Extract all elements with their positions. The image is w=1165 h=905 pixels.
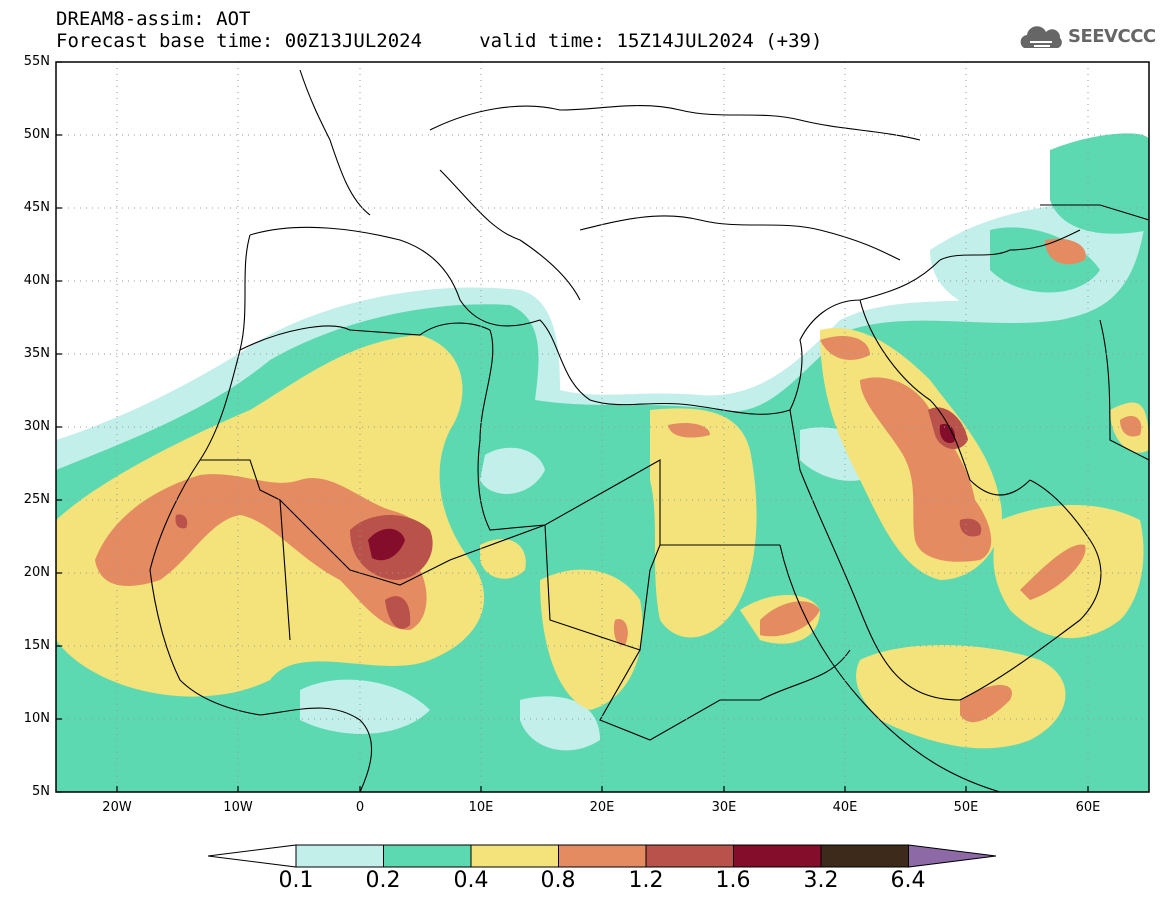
lat-label: 20N xyxy=(23,565,50,580)
map-title: DREAM8-assim: AOT xyxy=(56,8,251,30)
country-borders xyxy=(149,69,1149,792)
lon-label: 50E xyxy=(953,800,979,815)
lon-label: 10W xyxy=(223,800,253,815)
colorbar-label: 3.2 xyxy=(803,868,839,893)
lat-label: 25N xyxy=(23,492,50,507)
cloud-icon xyxy=(1020,26,1062,48)
lat-label: 35N xyxy=(23,346,50,361)
lat-label: 40N xyxy=(23,273,50,288)
lat-label: 15N xyxy=(23,638,50,653)
colorbar-label: 0.1 xyxy=(278,868,314,893)
lon-label: 20W xyxy=(102,800,132,815)
colorbar-label: 1.2 xyxy=(628,868,664,893)
colorbar-label: 0.2 xyxy=(365,868,401,893)
lat-label: 10N xyxy=(23,711,50,726)
forecast-time-line: Forecast base time: 00Z13JUL2024 valid t… xyxy=(56,30,823,52)
lon-label: 40E xyxy=(832,800,858,815)
lat-label: 50N xyxy=(23,127,50,142)
lon-label: 20E xyxy=(589,800,615,815)
lat-label: 55N xyxy=(23,54,50,69)
lat-label: 30N xyxy=(23,419,50,434)
lon-label: 10E xyxy=(468,800,494,815)
colorbar xyxy=(207,844,997,868)
colorbar-label: 0.8 xyxy=(540,868,576,893)
graticule xyxy=(56,62,1149,792)
lat-label: 5N xyxy=(32,784,50,799)
lat-label: 45N xyxy=(23,200,50,215)
lon-label: 0 xyxy=(355,800,365,815)
lon-label: 30E xyxy=(711,800,737,815)
seevccc-logo-text: SEEVCCC xyxy=(1068,26,1156,47)
lon-label: 60E xyxy=(1075,800,1101,815)
colorbar-label: 6.4 xyxy=(890,868,926,893)
colorbar-label: 0.4 xyxy=(453,868,489,893)
colorbar-label: 1.6 xyxy=(715,868,751,893)
aot-field xyxy=(56,69,1149,792)
